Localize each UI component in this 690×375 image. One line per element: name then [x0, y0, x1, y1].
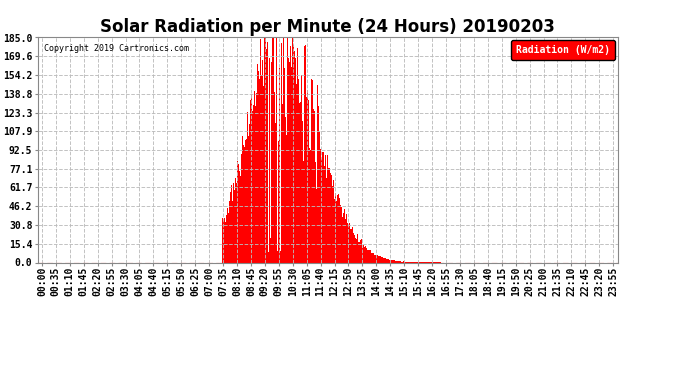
Legend: Radiation (W/m2): Radiation (W/m2) — [511, 40, 615, 60]
Title: Solar Radiation per Minute (24 Hours) 20190203: Solar Radiation per Minute (24 Hours) 20… — [100, 18, 555, 36]
Text: Copyright 2019 Cartronics.com: Copyright 2019 Cartronics.com — [43, 44, 189, 53]
